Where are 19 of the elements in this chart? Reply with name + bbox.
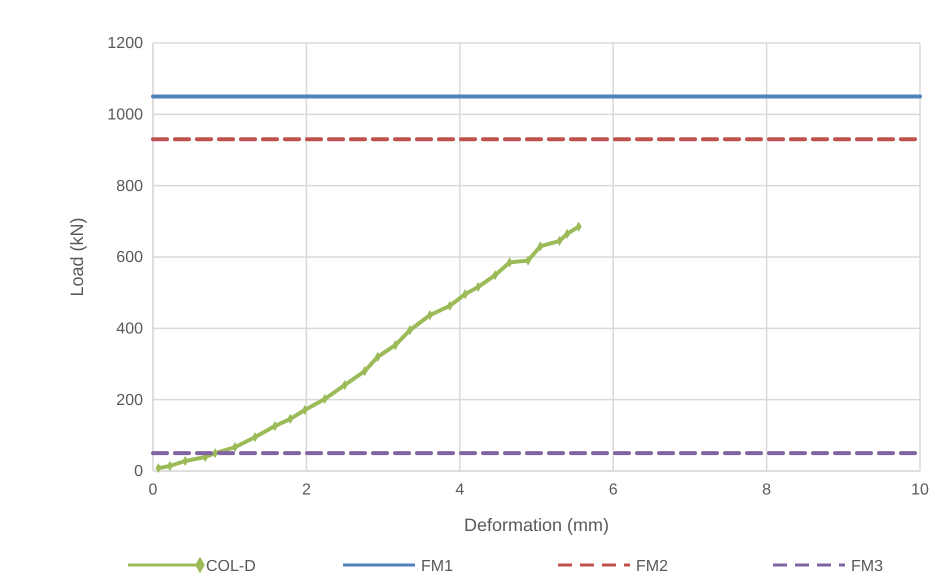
- x-tick-label: 10: [911, 481, 929, 498]
- y-tick-label: 1200: [107, 35, 144, 52]
- x-tick-label: 2: [302, 481, 311, 498]
- legend-label: FM2: [636, 558, 668, 575]
- x-tick-label: 8: [762, 481, 772, 498]
- legend-label: FM3: [851, 558, 884, 575]
- x-tick-label: 4: [455, 481, 464, 498]
- y-tick-label: 800: [116, 178, 144, 195]
- x-axis-title: Deformation (mm): [464, 515, 610, 535]
- y-tick-label: 0: [134, 463, 144, 480]
- y-tick-label: 400: [116, 320, 144, 338]
- y-tick-label: 1000: [107, 106, 144, 124]
- y-tick-label: 200: [116, 392, 144, 409]
- x-tick-label: 6: [608, 481, 618, 498]
- legend-label: FM1: [421, 558, 454, 575]
- y-tick-label: 600: [116, 249, 144, 266]
- x-tick-label: 0: [148, 481, 158, 498]
- legend-label: COL-D: [206, 558, 256, 575]
- y-axis-title: Load (kN): [67, 217, 87, 297]
